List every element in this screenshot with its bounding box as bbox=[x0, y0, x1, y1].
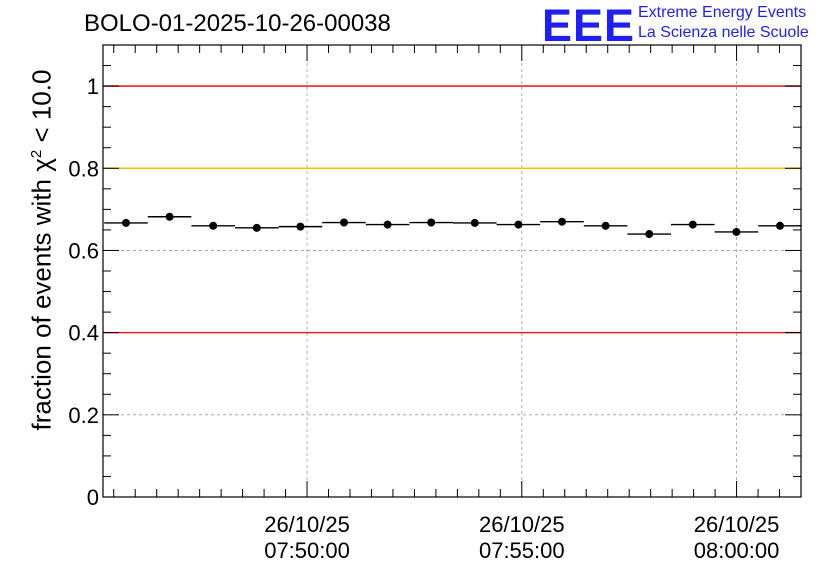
data-point bbox=[209, 221, 218, 230]
data-point bbox=[645, 230, 654, 239]
eee-logo: EEE bbox=[542, 0, 636, 51]
x-tick-label-date: 26/10/25 bbox=[694, 512, 780, 537]
y-tick-label: 0.6 bbox=[68, 238, 99, 263]
data-point bbox=[514, 220, 523, 229]
y-tick-label: 0.4 bbox=[68, 321, 99, 346]
logo-text-line1: Extreme Energy Events bbox=[638, 4, 807, 21]
y-axis-label-sup: 2 bbox=[27, 149, 45, 159]
y-axis-label-suffix: < 10.0 bbox=[26, 69, 57, 150]
x-tick-label-time: 07:50:00 bbox=[264, 538, 350, 563]
data-points bbox=[104, 212, 802, 239]
x-tick-label-date: 26/10/25 bbox=[479, 512, 565, 537]
x-tick-label-date: 26/10/25 bbox=[264, 512, 350, 537]
data-point bbox=[427, 218, 436, 227]
logo-text-line2: La Scienza nelle Scuole bbox=[638, 24, 809, 41]
data-point bbox=[558, 217, 566, 226]
data-point bbox=[688, 220, 697, 229]
y-tick-label: 0.2 bbox=[68, 403, 99, 428]
y-tick-label: 1 bbox=[87, 74, 99, 99]
data-point bbox=[776, 221, 784, 230]
x-tick-label-time: 08:00:00 bbox=[694, 538, 780, 563]
plot-frame bbox=[102, 44, 802, 498]
data-point bbox=[470, 218, 479, 227]
data-point bbox=[732, 227, 741, 236]
data-point bbox=[252, 223, 261, 232]
reference-lines bbox=[103, 85, 801, 334]
data-point bbox=[601, 221, 610, 230]
y-axis-label-prefix: fraction of events with χ bbox=[26, 158, 57, 431]
grid-layer bbox=[103, 45, 801, 498]
data-point bbox=[383, 220, 392, 229]
data-point bbox=[340, 218, 348, 227]
data-point bbox=[122, 218, 130, 227]
x-tick-label-time: 07:55:00 bbox=[479, 538, 565, 563]
y-tick-label: 0.8 bbox=[68, 156, 99, 181]
axes: 00.20.40.60.8126/10/2507:50:0026/10/2507… bbox=[68, 45, 802, 563]
y-tick-label: 0 bbox=[87, 485, 99, 510]
data-point bbox=[296, 222, 305, 231]
data-point bbox=[165, 212, 174, 221]
chart-title: BOLO-01-2025-10-26-00038 bbox=[84, 10, 391, 37]
